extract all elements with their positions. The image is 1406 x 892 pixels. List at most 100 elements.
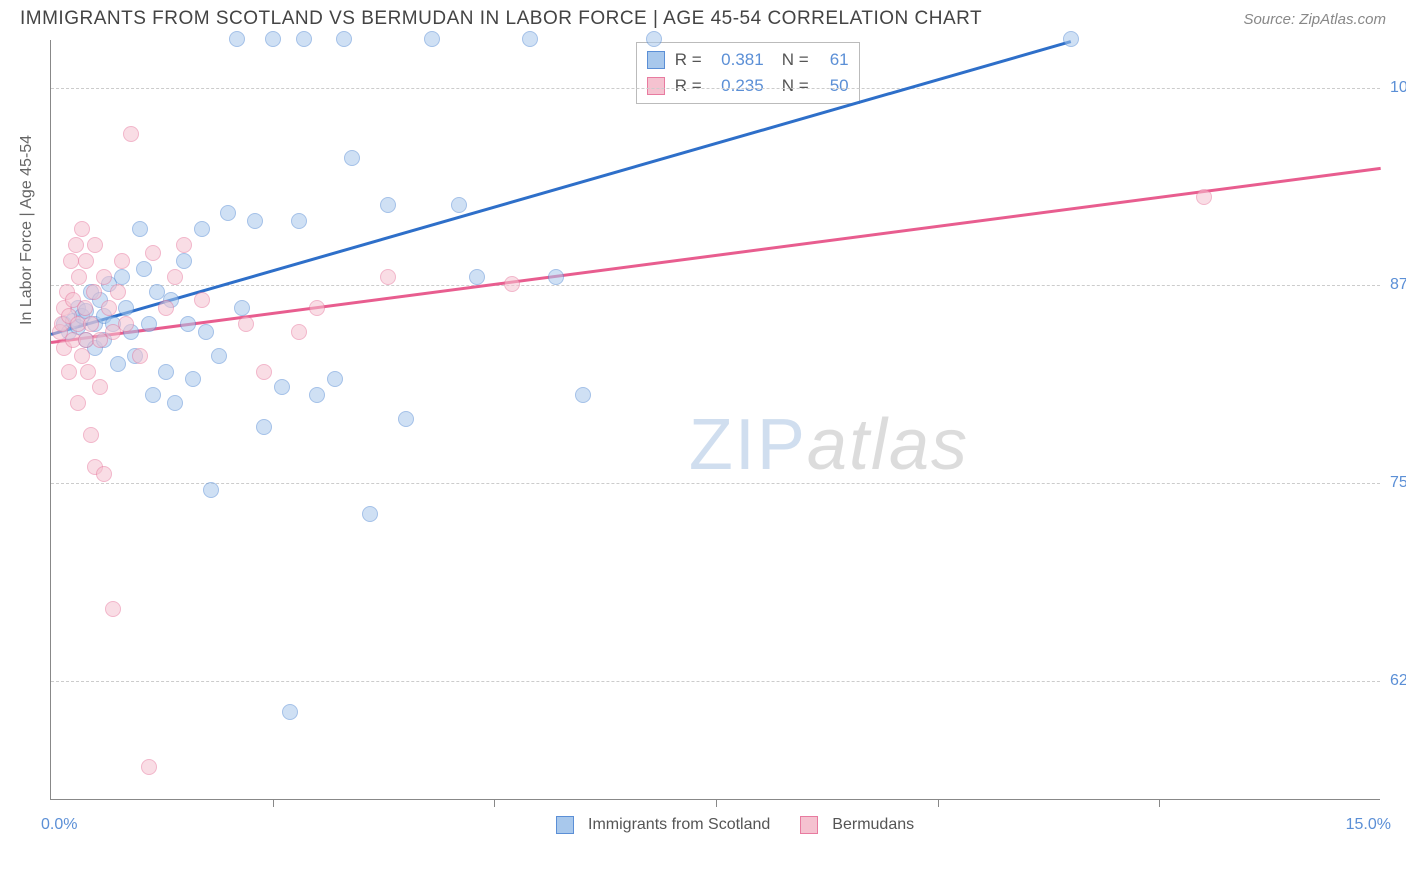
- data-point: [398, 411, 414, 427]
- legend-label: Immigrants from Scotland: [588, 816, 770, 834]
- x-tick: [938, 799, 939, 807]
- data-point: [1063, 31, 1079, 47]
- data-point: [132, 348, 148, 364]
- data-point: [158, 300, 174, 316]
- data-point: [80, 364, 96, 380]
- data-point: [118, 316, 134, 332]
- data-point: [238, 316, 254, 332]
- data-point: [309, 300, 325, 316]
- data-point: [327, 371, 343, 387]
- r-value: 0.381: [706, 50, 764, 70]
- data-point: [198, 324, 214, 340]
- x-tick: [716, 799, 717, 807]
- data-point: [96, 269, 112, 285]
- data-point: [1196, 189, 1212, 205]
- data-point: [167, 395, 183, 411]
- n-label: N =: [782, 76, 809, 96]
- data-point: [344, 150, 360, 166]
- data-point: [71, 269, 87, 285]
- legend-item: Bermudans: [800, 816, 914, 834]
- watermark: ZIPatlas: [689, 404, 969, 486]
- r-label: R =: [675, 50, 702, 70]
- data-point: [504, 276, 520, 292]
- data-point: [118, 300, 134, 316]
- data-point: [86, 284, 102, 300]
- data-point: [185, 371, 201, 387]
- data-point: [83, 316, 99, 332]
- data-point: [114, 269, 130, 285]
- data-point: [145, 387, 161, 403]
- data-point: [70, 395, 86, 411]
- gridline: [51, 681, 1380, 682]
- x-tick: [494, 799, 495, 807]
- data-point: [274, 379, 290, 395]
- chart-title: IMMIGRANTS FROM SCOTLAND VS BERMUDAN IN …: [20, 8, 982, 30]
- data-point: [220, 205, 236, 221]
- r-value: 0.235: [706, 76, 764, 96]
- data-point: [522, 31, 538, 47]
- data-point: [291, 324, 307, 340]
- watermark-atlas: atlas: [807, 405, 969, 485]
- data-point: [176, 253, 192, 269]
- header: IMMIGRANTS FROM SCOTLAND VS BERMUDAN IN …: [0, 0, 1406, 34]
- data-point: [211, 348, 227, 364]
- data-point: [110, 356, 126, 372]
- data-point: [282, 704, 298, 720]
- data-point: [548, 269, 564, 285]
- chart-plot-area: ZIPatlas R = 0.381N = 61R = 0.235N = 50 …: [50, 40, 1380, 800]
- data-point: [451, 197, 467, 213]
- y-tick-label: 75.0%: [1390, 474, 1406, 492]
- n-value: 50: [813, 76, 849, 96]
- data-point: [575, 387, 591, 403]
- data-point: [309, 387, 325, 403]
- data-point: [646, 31, 662, 47]
- data-point: [63, 253, 79, 269]
- data-point: [256, 364, 272, 380]
- data-point: [110, 284, 126, 300]
- gridline: [51, 483, 1380, 484]
- data-point: [101, 300, 117, 316]
- data-point: [234, 300, 250, 316]
- r-label: R =: [675, 76, 702, 96]
- legend-label: Bermudans: [832, 816, 914, 834]
- stats-legend: R = 0.381N = 61R = 0.235N = 50: [636, 42, 860, 104]
- trend-line: [51, 40, 1071, 335]
- gridline: [51, 285, 1380, 286]
- data-point: [78, 253, 94, 269]
- x-tick-label: 0.0%: [41, 816, 77, 834]
- data-point: [194, 221, 210, 237]
- y-tick-label: 87.5%: [1390, 276, 1406, 294]
- data-point: [247, 213, 263, 229]
- y-tick-label: 100.0%: [1390, 79, 1406, 97]
- data-point: [145, 245, 161, 261]
- data-point: [176, 237, 192, 253]
- data-point: [194, 292, 210, 308]
- x-tick: [273, 799, 274, 807]
- stats-row: R = 0.381N = 61: [647, 47, 849, 73]
- x-tick-label: 15.0%: [1346, 816, 1391, 834]
- data-point: [424, 31, 440, 47]
- legend-swatch: [647, 77, 665, 95]
- data-point: [92, 379, 108, 395]
- watermark-zip: ZIP: [689, 405, 807, 485]
- data-point: [291, 213, 307, 229]
- data-point: [158, 364, 174, 380]
- data-point: [167, 269, 183, 285]
- data-point: [114, 253, 130, 269]
- stats-row: R = 0.235 N = 50: [647, 73, 849, 99]
- data-point: [105, 601, 121, 617]
- data-point: [87, 237, 103, 253]
- legend-item: Immigrants from Scotland: [556, 816, 770, 834]
- data-point: [296, 31, 312, 47]
- data-point: [380, 197, 396, 213]
- data-point: [141, 316, 157, 332]
- data-point: [132, 221, 148, 237]
- series-legend: Immigrants from Scotland Bermudans: [556, 816, 914, 834]
- data-point: [362, 506, 378, 522]
- y-axis-label: In Labor Force | Age 45-54: [18, 135, 36, 325]
- data-point: [123, 126, 139, 142]
- data-point: [336, 31, 352, 47]
- n-label: N =: [782, 50, 809, 70]
- data-point: [96, 466, 112, 482]
- data-point: [203, 482, 219, 498]
